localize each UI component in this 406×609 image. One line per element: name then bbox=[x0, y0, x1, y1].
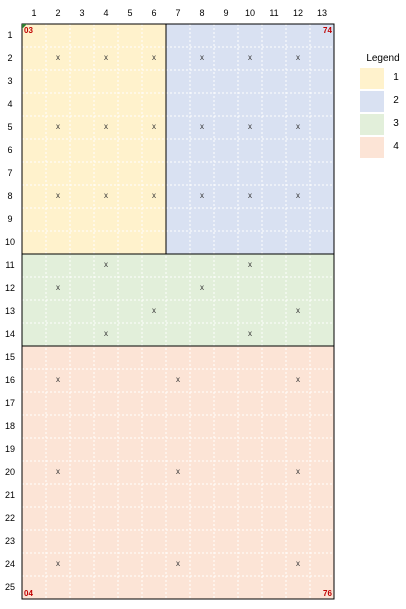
row-header[interactable]: 12 bbox=[4, 283, 15, 293]
legend-swatch bbox=[360, 68, 384, 89]
cell-marker: x bbox=[104, 328, 108, 338]
cell-marker: x bbox=[248, 121, 252, 131]
corner-label-bottom-left: 04 bbox=[24, 589, 33, 598]
cell-marker: x bbox=[56, 466, 60, 476]
row-header[interactable]: 9 bbox=[7, 214, 13, 224]
legend-label: 4 bbox=[393, 141, 399, 152]
row-header[interactable]: 7 bbox=[7, 168, 13, 178]
cell-marker: x bbox=[296, 52, 300, 62]
row-header[interactable]: 16 bbox=[4, 375, 15, 385]
cell-marker: x bbox=[200, 52, 204, 62]
cell-marker: x bbox=[248, 328, 252, 338]
column-header[interactable]: 5 bbox=[127, 8, 133, 18]
column-header[interactable]: 10 bbox=[244, 8, 255, 18]
cell-marker: x bbox=[248, 52, 252, 62]
cell-marker: x bbox=[56, 190, 60, 200]
cell-marker: x bbox=[104, 121, 108, 131]
corner-label-bottom-right: 76 bbox=[323, 589, 332, 598]
legend-label: 3 bbox=[393, 118, 399, 129]
cell-marker: x bbox=[152, 305, 156, 315]
legend-title: Legend bbox=[366, 53, 400, 64]
column-header[interactable]: 1 bbox=[31, 8, 37, 18]
cell-marker: x bbox=[152, 190, 156, 200]
cell-marker: x bbox=[104, 190, 108, 200]
cell-marker: x bbox=[296, 558, 300, 568]
legend-label: 2 bbox=[393, 95, 399, 106]
column-header[interactable]: 12 bbox=[292, 8, 303, 18]
cell-marker: x bbox=[56, 121, 60, 131]
cell-marker: x bbox=[296, 190, 300, 200]
legend-swatch bbox=[360, 137, 384, 158]
row-header[interactable]: 20 bbox=[4, 467, 15, 477]
row-header[interactable]: 13 bbox=[4, 306, 15, 316]
row-header[interactable]: 11 bbox=[5, 260, 15, 270]
cell-marker: x bbox=[248, 190, 252, 200]
cell-marker: x bbox=[152, 121, 156, 131]
column-header[interactable]: 4 bbox=[103, 8, 109, 18]
cell-marker: x bbox=[56, 282, 60, 292]
row-header[interactable]: 24 bbox=[4, 559, 15, 569]
cell-marker: x bbox=[296, 305, 300, 315]
legend-label: 1 bbox=[393, 72, 399, 83]
cell-marker: x bbox=[176, 558, 180, 568]
cell-marker: x bbox=[56, 52, 60, 62]
row-header[interactable]: 2 bbox=[7, 53, 13, 63]
cell-marker: x bbox=[104, 259, 108, 269]
cell-marker: x bbox=[176, 466, 180, 476]
column-header[interactable]: 9 bbox=[223, 8, 229, 18]
cell-marker: x bbox=[152, 52, 156, 62]
row-header[interactable]: 5 bbox=[7, 122, 13, 132]
row-header[interactable]: 19 bbox=[4, 444, 15, 454]
cell-marker: x bbox=[56, 374, 60, 384]
row-header[interactable]: 15 bbox=[4, 352, 15, 362]
cell-marker: x bbox=[296, 121, 300, 131]
column-header[interactable]: 7 bbox=[175, 8, 181, 18]
cell-marker: x bbox=[56, 558, 60, 568]
column-header[interactable]: 2 bbox=[55, 8, 61, 18]
corner-label-top-left: 03 bbox=[24, 26, 33, 35]
column-header[interactable]: 8 bbox=[199, 8, 205, 18]
cell-marker: x bbox=[200, 121, 204, 131]
row-header[interactable]: 1 bbox=[7, 30, 13, 40]
region-3 bbox=[22, 254, 334, 346]
row-header[interactable]: 14 bbox=[4, 329, 15, 339]
legend-swatch bbox=[360, 91, 384, 112]
row-header[interactable]: 6 bbox=[7, 145, 13, 155]
column-header[interactable]: 11 bbox=[269, 8, 279, 18]
cell-marker: x bbox=[104, 52, 108, 62]
corner-label-top-right: 74 bbox=[323, 26, 332, 35]
row-header[interactable]: 18 bbox=[4, 421, 15, 431]
column-header[interactable]: 6 bbox=[151, 8, 157, 18]
legend-swatch bbox=[360, 114, 384, 135]
cell-marker: x bbox=[296, 374, 300, 384]
row-header[interactable]: 21 bbox=[4, 490, 15, 500]
row-header[interactable]: 22 bbox=[4, 513, 15, 523]
cell-marker: x bbox=[176, 374, 180, 384]
row-header[interactable]: 23 bbox=[4, 536, 15, 546]
column-header[interactable]: 3 bbox=[79, 8, 85, 18]
column-header[interactable]: 13 bbox=[316, 8, 327, 18]
cell-marker: x bbox=[296, 466, 300, 476]
row-header[interactable]: 17 bbox=[4, 398, 15, 408]
row-header[interactable]: 8 bbox=[7, 191, 13, 201]
row-header[interactable]: 4 bbox=[7, 99, 13, 109]
row-header[interactable]: 25 bbox=[4, 582, 15, 592]
cell-marker: x bbox=[200, 190, 204, 200]
region-1 bbox=[22, 24, 166, 254]
cell-marker: x bbox=[200, 282, 204, 292]
cell-marker: x bbox=[248, 259, 252, 269]
row-header[interactable]: 3 bbox=[7, 76, 13, 86]
row-header[interactable]: 10 bbox=[4, 237, 15, 247]
